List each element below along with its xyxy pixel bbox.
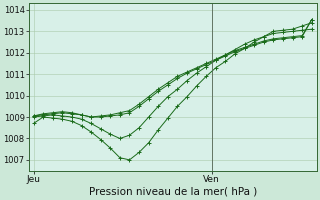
X-axis label: Pression niveau de la mer( hPa ): Pression niveau de la mer( hPa ) [89, 187, 257, 197]
